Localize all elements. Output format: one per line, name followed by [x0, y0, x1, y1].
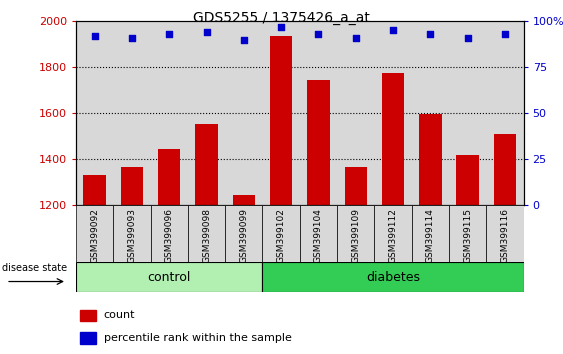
Bar: [151, 205, 188, 262]
Text: GSM399098: GSM399098: [202, 208, 211, 263]
Bar: [307, 80, 329, 205]
Bar: [449, 21, 486, 205]
Bar: [113, 205, 151, 262]
Bar: [419, 114, 441, 205]
Bar: [83, 176, 106, 205]
Bar: [262, 205, 300, 262]
Text: GSM399104: GSM399104: [314, 208, 323, 263]
Bar: [337, 21, 374, 205]
Text: GSM399099: GSM399099: [239, 208, 248, 263]
Text: GSM399112: GSM399112: [388, 208, 397, 263]
Text: percentile rank within the sample: percentile rank within the sample: [104, 333, 292, 343]
Bar: [412, 205, 449, 262]
Point: [426, 31, 435, 37]
Text: GSM399092: GSM399092: [90, 208, 99, 263]
Bar: [337, 205, 374, 262]
Text: diabetes: diabetes: [366, 270, 420, 284]
Bar: [449, 205, 486, 262]
Bar: [494, 134, 516, 205]
Bar: [76, 205, 113, 262]
Bar: [486, 205, 524, 262]
Text: GSM399096: GSM399096: [165, 208, 174, 263]
Bar: [225, 21, 262, 205]
Bar: [188, 205, 225, 262]
Bar: [345, 167, 367, 205]
Bar: [113, 21, 151, 205]
Point: [165, 31, 174, 37]
Bar: [412, 21, 449, 205]
Bar: [374, 205, 412, 262]
Bar: [120, 167, 143, 205]
Text: GSM399116: GSM399116: [501, 208, 510, 263]
Text: GSM399093: GSM399093: [127, 208, 136, 263]
Bar: [374, 21, 412, 205]
Bar: [76, 262, 262, 292]
Point: [388, 28, 397, 33]
Text: GDS5255 / 1375426_a_at: GDS5255 / 1375426_a_at: [193, 11, 370, 25]
Text: GSM399102: GSM399102: [276, 208, 285, 263]
Text: GSM399115: GSM399115: [463, 208, 472, 263]
Bar: [158, 149, 180, 205]
Point: [463, 35, 472, 41]
Text: GSM399109: GSM399109: [351, 208, 360, 263]
Bar: [486, 21, 524, 205]
Bar: [300, 21, 337, 205]
Bar: [262, 262, 524, 292]
Text: GSM399114: GSM399114: [426, 208, 435, 263]
Text: disease state: disease state: [2, 263, 66, 273]
Bar: [382, 73, 404, 205]
Bar: [188, 21, 225, 205]
Point: [239, 37, 248, 42]
Point: [314, 31, 323, 37]
Text: control: control: [148, 270, 191, 284]
Text: count: count: [104, 310, 135, 320]
Bar: [76, 21, 113, 205]
Bar: [233, 195, 255, 205]
Point: [127, 35, 136, 41]
Bar: [151, 21, 188, 205]
Point: [351, 35, 360, 41]
Bar: [270, 36, 292, 205]
Bar: [262, 21, 300, 205]
Bar: [225, 205, 262, 262]
Bar: [457, 155, 479, 205]
Bar: [80, 332, 96, 344]
Bar: [195, 124, 218, 205]
Bar: [300, 205, 337, 262]
Bar: [80, 309, 96, 321]
Point: [202, 29, 211, 35]
Point: [501, 31, 510, 37]
Point: [276, 24, 285, 30]
Point: [90, 33, 99, 39]
